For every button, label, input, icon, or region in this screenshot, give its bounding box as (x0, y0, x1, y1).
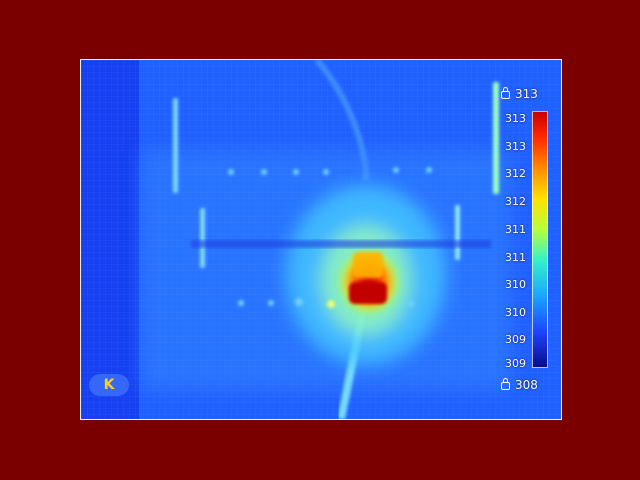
lock-icon (501, 378, 510, 390)
scale-tick: 312 (505, 167, 526, 180)
color-scale-bar (532, 111, 548, 368)
thermal-image (81, 60, 561, 419)
scale-tick: 311 (505, 223, 526, 236)
scale-tick: 309 (505, 357, 526, 370)
cold-strip (191, 240, 491, 248)
scale-tick: 309 (505, 333, 526, 346)
left-pin-column (173, 98, 205, 268)
scale-tick: 313 (505, 140, 526, 153)
scale-tick: 310 (505, 278, 526, 291)
component-row-dots (228, 167, 432, 308)
vertical-cable (314, 60, 369, 181)
lock-icon (501, 87, 510, 99)
max-temperature-value: 313 (515, 87, 538, 101)
hotspot-core (349, 282, 387, 304)
min-temperature-value: 308 (515, 378, 538, 392)
scale-tick: 312 (505, 195, 526, 208)
thermal-frame: 313 313 313 312 312 311 311 310 310 309 … (80, 59, 562, 420)
scale-tick: 311 (505, 251, 526, 264)
scale-tick: 313 (505, 112, 526, 125)
unit-badge: K (89, 374, 129, 396)
scale-tick: 310 (505, 306, 526, 319)
max-temperature-readout: 313 (501, 87, 561, 101)
hotspot-upper (353, 252, 383, 278)
min-temperature-readout: 308 (501, 378, 561, 392)
